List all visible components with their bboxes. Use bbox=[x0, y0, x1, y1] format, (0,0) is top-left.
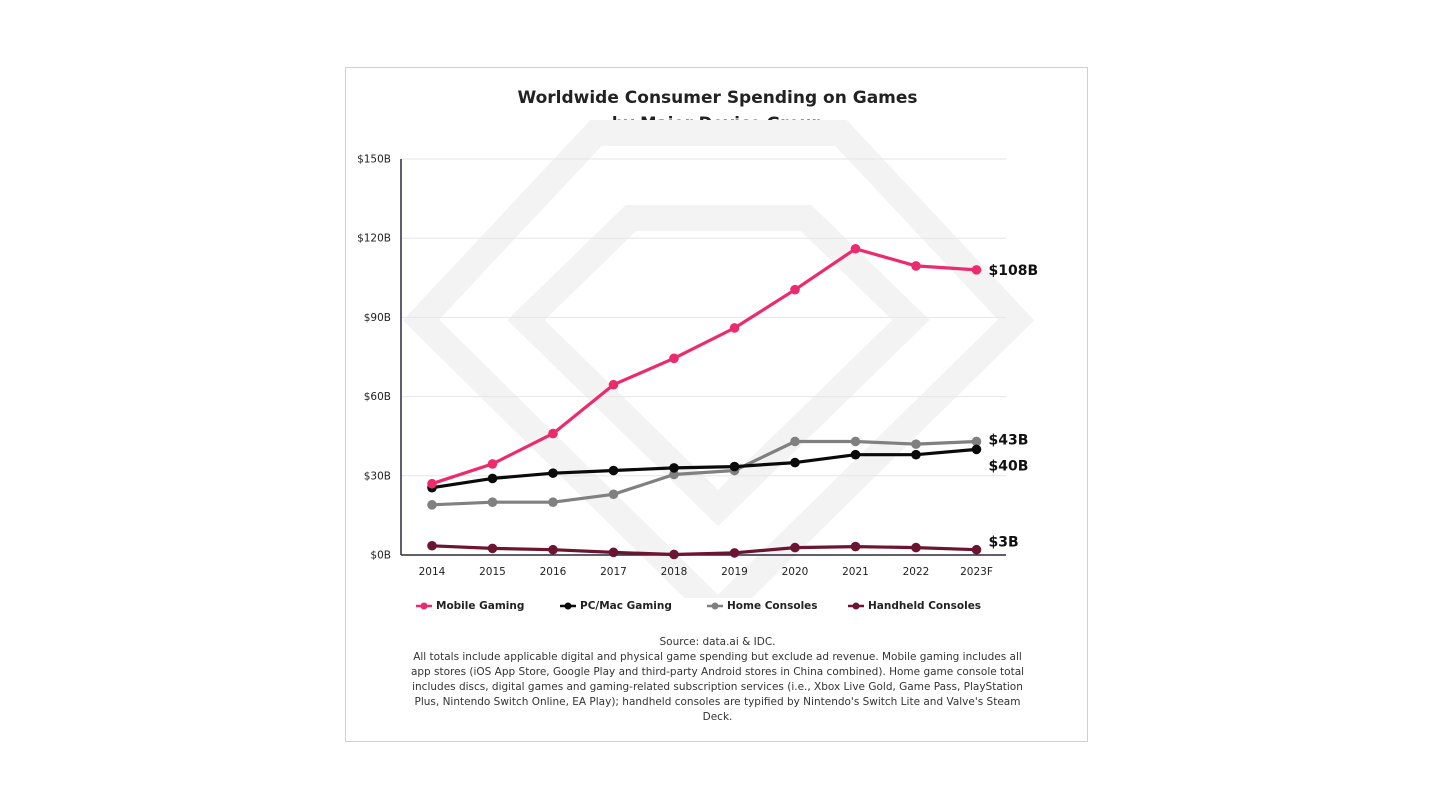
legend-item-mobile: Mobile Gaming bbox=[416, 600, 524, 612]
watermark-diamond-outer bbox=[402, 120, 1035, 598]
chart-title: Worldwide Consumer Spending on Games bbox=[517, 88, 918, 108]
data-point bbox=[971, 444, 982, 455]
legend-label-mobile: Mobile Gaming bbox=[436, 600, 525, 612]
line-chart: $0B $30B $60B $90B $120B $150B 2014 2015 2016 201… bbox=[357, 120, 1039, 598]
x-tick-label: 2023F bbox=[960, 566, 993, 578]
legend-label-home: Home Consoles bbox=[727, 600, 818, 612]
data-point bbox=[850, 449, 861, 460]
chart-notes: Source: data.ai & IDC. All totals includ… bbox=[406, 635, 1029, 725]
x-tick-label: 2015 bbox=[479, 566, 506, 578]
data-point bbox=[487, 473, 498, 484]
y-tick-label: $90B bbox=[364, 312, 391, 324]
y-tick-label: $120B bbox=[357, 233, 391, 245]
data-point bbox=[487, 497, 498, 508]
data-point bbox=[911, 449, 921, 460]
end-value-label: $108B bbox=[989, 263, 1039, 279]
data-point bbox=[790, 542, 800, 553]
data-point bbox=[487, 543, 498, 554]
data-point bbox=[911, 542, 921, 553]
data-point bbox=[971, 436, 982, 447]
legend: Mobile Gaming PC/Mac Gaming Home Console… bbox=[346, 600, 1089, 618]
legend-item-handheld: Handheld Consoles bbox=[848, 600, 981, 612]
x-tick-label: 2022 bbox=[903, 566, 930, 578]
data-point bbox=[911, 261, 921, 271]
y-tick-label: $150B bbox=[357, 154, 391, 166]
series-line bbox=[430, 247, 979, 486]
series-line bbox=[430, 544, 979, 557]
data-point bbox=[729, 461, 740, 472]
data-point bbox=[790, 284, 800, 295]
data-point bbox=[487, 459, 498, 469]
data-point bbox=[548, 468, 558, 478]
data-point bbox=[548, 497, 558, 508]
y-tick-label: $0B bbox=[370, 550, 391, 562]
data-point bbox=[427, 540, 437, 551]
footnote-text: All totals include applicable digital an… bbox=[410, 651, 1025, 723]
watermark-diamond-inner bbox=[507, 205, 930, 527]
data-point bbox=[911, 439, 921, 449]
data-point bbox=[729, 548, 740, 558]
chart-card: Worldwide Consumer Spending on Games by … bbox=[345, 67, 1088, 742]
data-point bbox=[850, 436, 861, 447]
x-tick-label: 2014 bbox=[419, 566, 446, 578]
end-value-label: $3B bbox=[989, 535, 1019, 551]
data-point bbox=[427, 478, 437, 489]
x-tick-label: 2021 bbox=[842, 566, 869, 578]
data-point bbox=[669, 549, 679, 560]
y-tick-label: $60B bbox=[364, 391, 391, 403]
source-text: Source: data.ai & IDC. bbox=[659, 636, 776, 648]
x-tick-label: 2020 bbox=[782, 566, 809, 578]
data-point bbox=[971, 544, 982, 555]
data-point bbox=[427, 500, 437, 510]
data-point bbox=[669, 353, 679, 364]
x-tick-label: 2017 bbox=[600, 566, 627, 578]
data-point bbox=[608, 379, 619, 390]
data-point bbox=[971, 265, 982, 275]
data-point bbox=[790, 457, 800, 468]
series-line bbox=[430, 447, 979, 490]
data-point bbox=[729, 323, 740, 333]
data-point bbox=[548, 428, 558, 439]
end-value-label: $40B bbox=[989, 458, 1029, 474]
data-point bbox=[548, 544, 558, 555]
data-point bbox=[608, 465, 619, 476]
legend-label-handheld: Handheld Consoles bbox=[868, 600, 982, 612]
data-point bbox=[669, 469, 679, 480]
x-tick-label: 2018 bbox=[661, 566, 688, 578]
data-point bbox=[608, 489, 619, 500]
series-line bbox=[430, 439, 979, 507]
end-value-label: $43B bbox=[989, 432, 1029, 448]
legend-item-pc: PC/Mac Gaming bbox=[560, 600, 672, 612]
data-point bbox=[790, 436, 800, 447]
legend-item-home: Home Consoles bbox=[707, 600, 818, 612]
x-tick-label: 2016 bbox=[540, 566, 567, 578]
data-point bbox=[608, 547, 619, 558]
data-point bbox=[669, 463, 679, 473]
x-tick-label: 2019 bbox=[721, 566, 748, 578]
y-tick-label: $30B bbox=[364, 470, 391, 482]
data-point bbox=[850, 541, 861, 552]
data-point bbox=[850, 243, 861, 254]
legend-label-pc: PC/Mac Gaming bbox=[580, 600, 672, 612]
